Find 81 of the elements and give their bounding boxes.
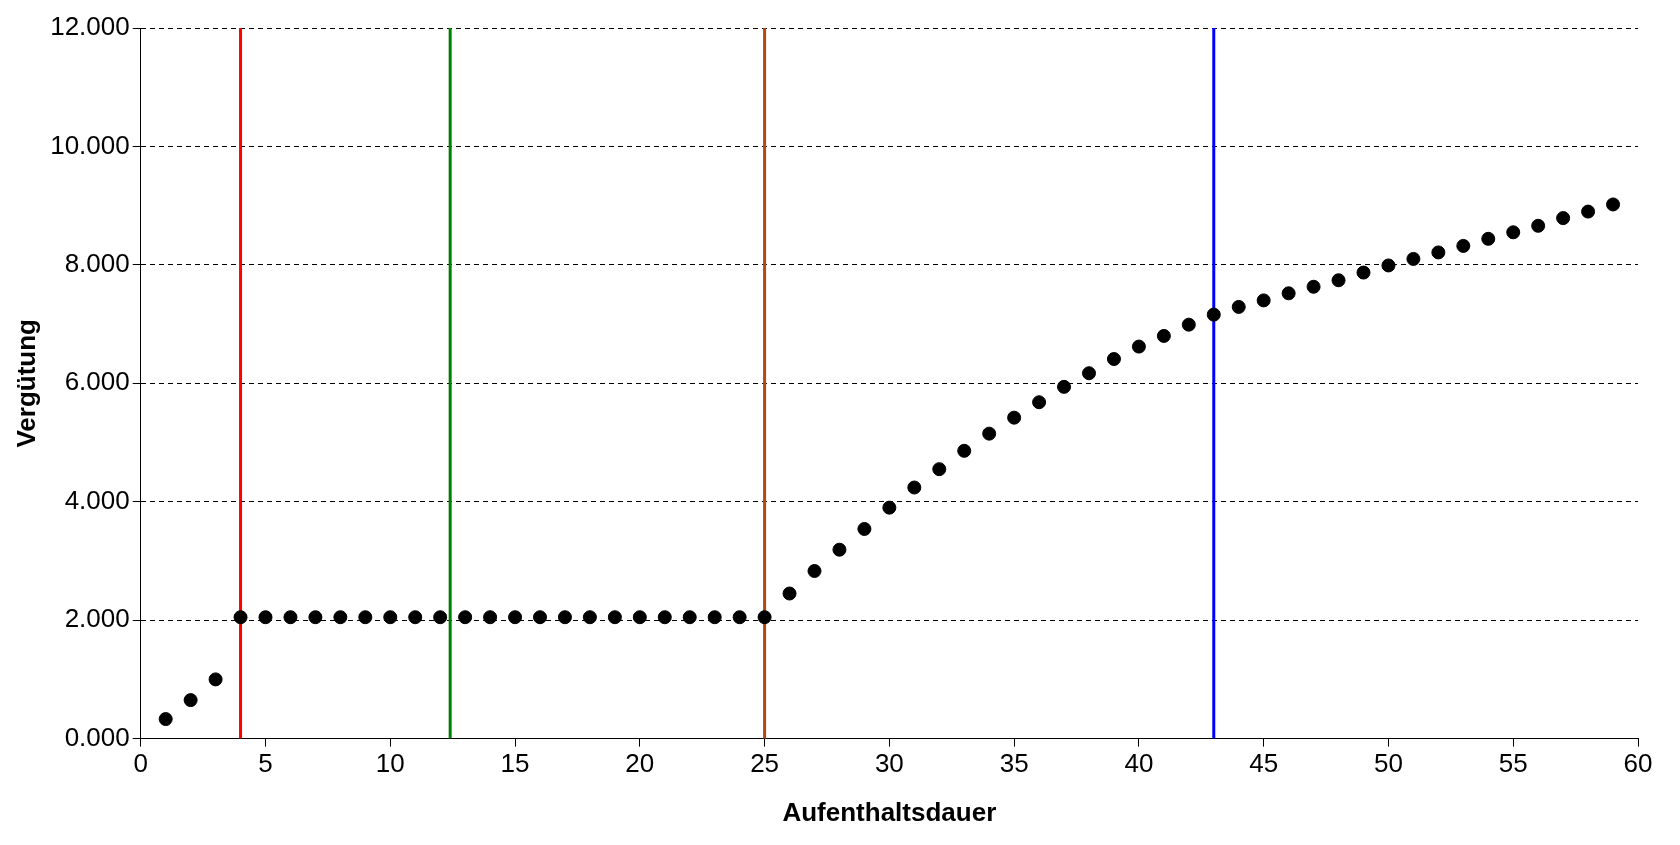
- x-axis-title: Aufenthaltsdauer: [782, 796, 997, 827]
- point: [982, 426, 997, 441]
- point: [757, 610, 772, 625]
- point: [807, 564, 822, 579]
- point: [857, 521, 872, 536]
- point: [1481, 231, 1496, 246]
- y-tick-label: 0.000: [64, 721, 130, 752]
- x-tick-label: 45: [1249, 748, 1279, 779]
- point: [557, 610, 572, 625]
- point: [707, 610, 722, 625]
- point: [433, 610, 448, 625]
- point: [1381, 258, 1396, 273]
- x-tick-label: 5: [258, 748, 273, 779]
- point: [1156, 328, 1171, 343]
- point: [582, 610, 597, 625]
- point: [1057, 379, 1072, 394]
- point: [333, 610, 348, 625]
- point: [283, 610, 298, 625]
- point: [1206, 307, 1221, 322]
- x-tick-label: 60: [1623, 748, 1653, 779]
- point: [632, 610, 647, 625]
- point: [383, 610, 398, 625]
- point: [607, 610, 622, 625]
- point: [1082, 366, 1096, 381]
- x-tick-label: 20: [625, 748, 655, 779]
- y-tick-label: 2.000: [64, 603, 130, 634]
- point: [1181, 317, 1196, 332]
- point: [1331, 273, 1346, 288]
- point: [732, 610, 747, 625]
- point: [1131, 339, 1146, 354]
- point: [932, 462, 947, 477]
- x-tick-label: 10: [375, 748, 405, 779]
- point: [1281, 286, 1296, 301]
- point: [508, 610, 523, 625]
- x-tick-label: 35: [999, 748, 1029, 779]
- point: [258, 610, 273, 625]
- point: [1456, 238, 1471, 253]
- point: [208, 672, 223, 687]
- point: [1007, 410, 1022, 425]
- point: [1506, 225, 1521, 240]
- point: [882, 500, 897, 515]
- y-tick-label: 12.000: [50, 11, 130, 42]
- point: [533, 610, 547, 625]
- point: [483, 610, 498, 625]
- point: [1431, 245, 1446, 260]
- point: [1231, 299, 1246, 314]
- point: [957, 443, 972, 458]
- point: [657, 610, 672, 625]
- point: [158, 712, 173, 727]
- point: [458, 610, 473, 625]
- point: [1556, 211, 1571, 226]
- point: [1531, 218, 1546, 233]
- x-tick-label: 30: [874, 748, 904, 779]
- point: [233, 610, 248, 625]
- x-tick-label: 0: [133, 748, 148, 779]
- y-tick-label: 6.000: [64, 366, 130, 397]
- point: [782, 586, 797, 601]
- point: [1306, 279, 1321, 294]
- point: [1106, 352, 1121, 367]
- y-tick-label: 4.000: [64, 484, 130, 515]
- point: [183, 693, 198, 708]
- point: [1606, 197, 1621, 212]
- point: [1406, 251, 1421, 266]
- y-tick-label: 10.000: [50, 129, 130, 160]
- point: [1581, 204, 1596, 219]
- x-tick-label: 15: [500, 748, 530, 779]
- x-tick-label: 50: [1373, 748, 1403, 779]
- x-tick-label: 55: [1498, 748, 1528, 779]
- point: [832, 542, 847, 557]
- point: [1356, 265, 1371, 280]
- point: [1032, 395, 1047, 410]
- x-tick-label: 25: [750, 748, 780, 779]
- point: [907, 480, 922, 495]
- x-tick-label: 40: [1124, 748, 1154, 779]
- point: [408, 610, 423, 625]
- y-axis-title: Vergütung: [10, 319, 41, 448]
- point: [682, 610, 697, 625]
- point: [308, 610, 323, 625]
- point: [358, 610, 373, 625]
- y-tick-label: 8.000: [64, 248, 130, 279]
- point: [1256, 293, 1271, 308]
